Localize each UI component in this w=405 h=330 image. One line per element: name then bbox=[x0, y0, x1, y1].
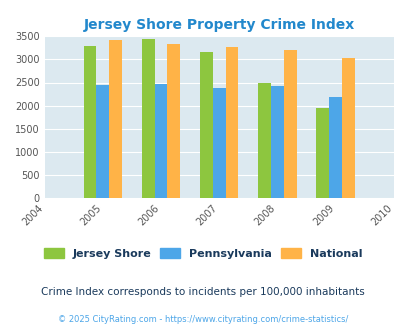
Bar bbox=[271, 86, 283, 198]
Text: Crime Index corresponds to incidents per 100,000 inhabitants: Crime Index corresponds to incidents per… bbox=[41, 287, 364, 297]
Bar bbox=[341, 57, 354, 198]
Bar bbox=[141, 39, 154, 198]
Bar bbox=[83, 47, 96, 198]
Title: Jersey Shore Property Crime Index: Jersey Shore Property Crime Index bbox=[83, 18, 354, 32]
Legend: Jersey Shore, Pennsylvania, National: Jersey Shore, Pennsylvania, National bbox=[39, 244, 366, 263]
Bar bbox=[96, 85, 109, 198]
Text: © 2025 CityRating.com - https://www.cityrating.com/crime-statistics/: © 2025 CityRating.com - https://www.city… bbox=[58, 315, 347, 324]
Bar bbox=[315, 108, 328, 198]
Bar bbox=[212, 88, 225, 198]
Bar bbox=[328, 97, 341, 198]
Bar bbox=[154, 84, 167, 198]
Bar bbox=[258, 82, 271, 198]
Bar bbox=[225, 48, 238, 198]
Bar bbox=[200, 52, 212, 198]
Bar bbox=[109, 40, 122, 198]
Bar bbox=[167, 44, 180, 198]
Bar bbox=[283, 50, 296, 198]
